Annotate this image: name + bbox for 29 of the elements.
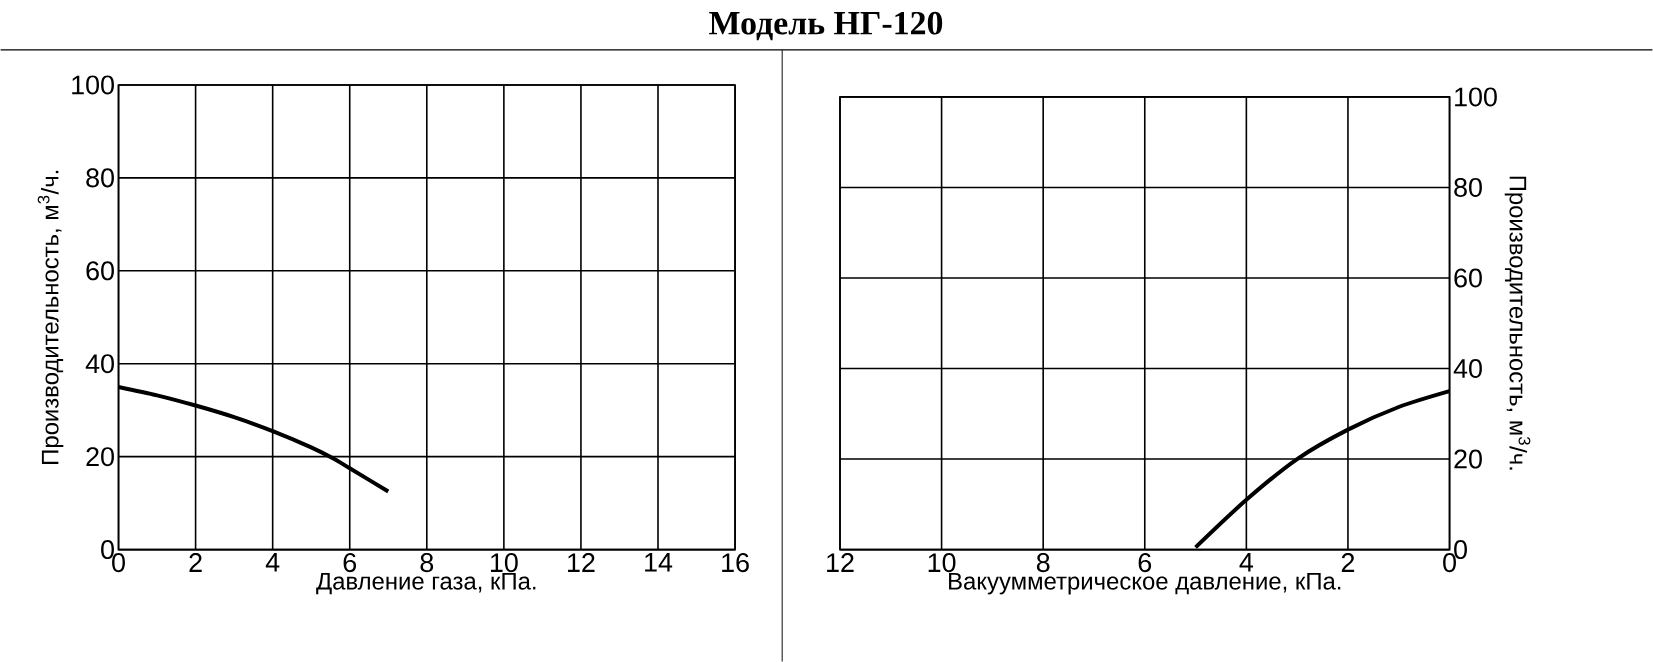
y-tick-label: 100 bbox=[72, 75, 114, 95]
x-tick-label: 10 bbox=[490, 553, 518, 573]
x-tick-label: 6 bbox=[343, 553, 357, 573]
y-tick-label: 100 bbox=[1455, 87, 1497, 107]
y-tick-label: 60 bbox=[86, 261, 114, 281]
x-tick-label: 4 bbox=[1239, 553, 1254, 572]
x-tick-label: 8 bbox=[1036, 553, 1050, 573]
y-tick-label: 80 bbox=[86, 168, 114, 188]
y-tick-label: 20 bbox=[86, 447, 114, 467]
x-tick-label: 6 bbox=[1138, 553, 1152, 573]
y-tick-label: 20 bbox=[1454, 449, 1482, 469]
y-axis-title: Производительность, м$^{3}$/ч. bbox=[37, 170, 64, 464]
x-tick-label: 12 bbox=[568, 553, 595, 572]
text: Модель НГ-120 bbox=[709, 11, 943, 41]
x-tick-label: 2 bbox=[1341, 553, 1355, 572]
x-axis-title: Давление газа, кПа. bbox=[316, 572, 536, 595]
x-tick-label: 2 bbox=[189, 553, 202, 572]
x-tick-label: 16 bbox=[722, 553, 749, 573]
y-tick-label: 40 bbox=[85, 354, 114, 374]
x-tick-label: 8 bbox=[420, 553, 434, 573]
x-tick-label: 4 bbox=[265, 553, 280, 572]
x-tick-label: 10 bbox=[928, 553, 956, 573]
x-tick-label: 14 bbox=[645, 553, 673, 572]
x-axis-title: Вакуумметрическое давление, кПа. bbox=[949, 572, 1341, 595]
y-tick-label: 60 bbox=[1454, 268, 1482, 288]
y-tick-label: 40 bbox=[1453, 358, 1482, 378]
y-axis-title: Производительность, м$^{3}$/ч. bbox=[1504, 176, 1531, 470]
y-tick-label: 80 bbox=[1454, 177, 1482, 197]
x-tick-label: 12 bbox=[827, 553, 854, 572]
